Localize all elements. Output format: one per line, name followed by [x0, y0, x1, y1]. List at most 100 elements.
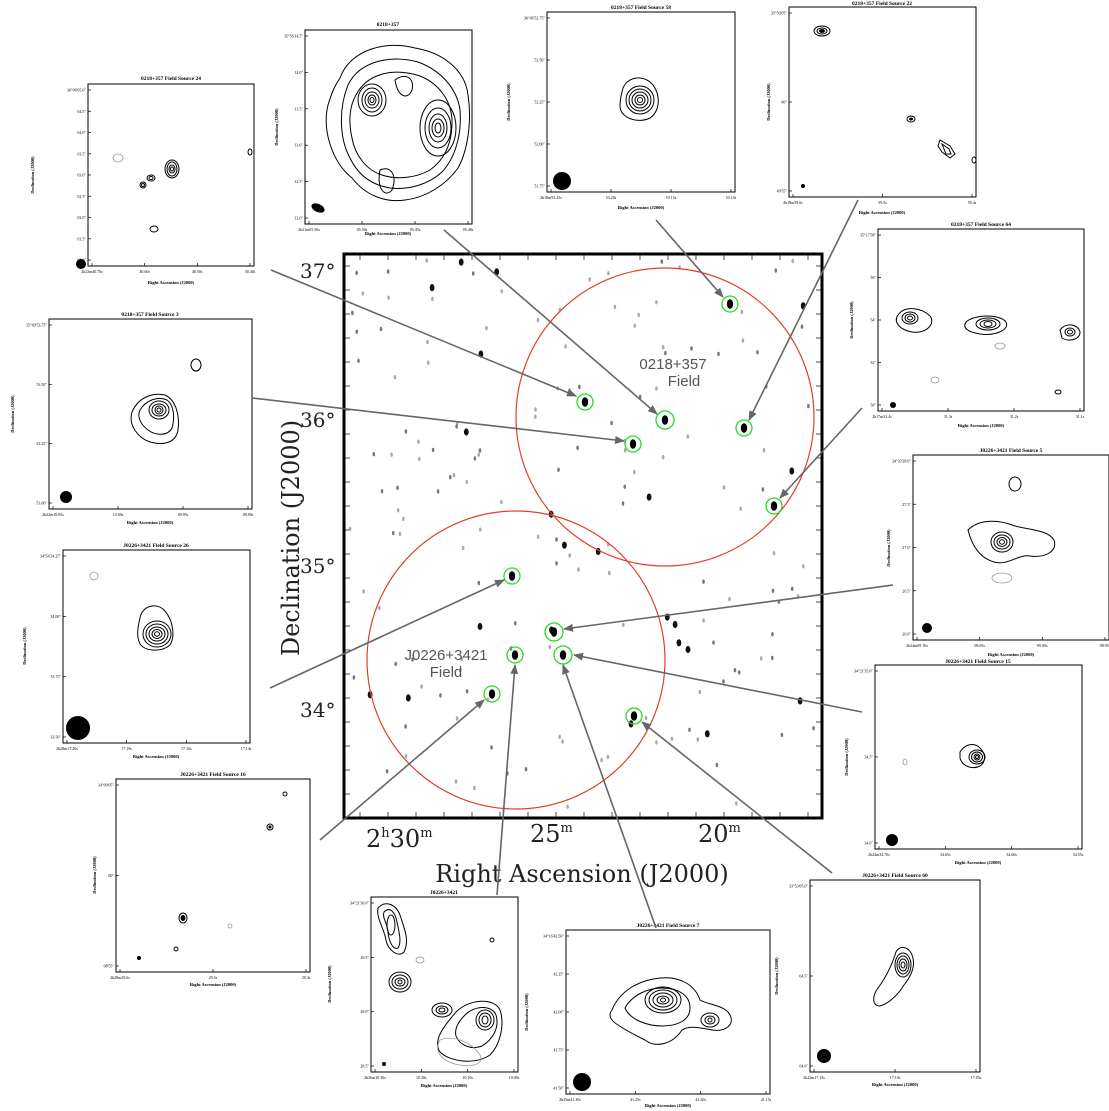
inset-y-tick-label: 49'55": [777, 189, 788, 194]
connector-arrow: [270, 269, 577, 397]
background-source: [562, 541, 567, 549]
background-source: [361, 291, 365, 296]
inset-y-tick-label: 04.0": [77, 130, 86, 135]
background-source: [685, 645, 691, 654]
source-marker[interactable]: [506, 646, 524, 664]
inset-y-tick-label: 26.0": [902, 632, 911, 637]
background-source: [655, 386, 658, 391]
background-source: [558, 734, 561, 740]
background-source: [578, 384, 581, 390]
background-source: [780, 732, 784, 738]
background-source: [655, 740, 658, 745]
inset-xlabel: Right Ascension (J2000): [872, 1082, 919, 1087]
background-source: [655, 300, 658, 305]
inset-x-tick-label: 2h22m17.15s: [803, 1075, 825, 1080]
background-source: [357, 358, 360, 363]
background-source: [379, 326, 383, 332]
inset-xlabel: Right Ascension (J2000): [645, 1103, 692, 1108]
inset-title: J0226+3421 Field Source 26: [123, 543, 189, 549]
inset-x-tick-label: 09.05s: [974, 643, 985, 648]
radio-source: [559, 650, 567, 660]
source-marker[interactable]: [503, 567, 521, 585]
inset-ylabel: Declination (J2000): [92, 856, 97, 894]
source-marker[interactable]: [655, 410, 675, 430]
background-source: [702, 579, 705, 584]
radio-source: [740, 423, 748, 433]
background-source: [557, 467, 560, 472]
background-source: [588, 277, 591, 282]
background-source: [610, 420, 613, 426]
background-source: [606, 754, 610, 760]
radio-source: [508, 571, 516, 581]
inset-xlabel: Right Ascension (J2000): [365, 231, 412, 236]
connector-arrow: [251, 397, 625, 444]
background-source: [396, 485, 399, 490]
source-marker[interactable]: [625, 707, 643, 725]
background-source: [420, 684, 423, 689]
inset-y-tick-label: 53.00": [36, 501, 47, 506]
background-source: [455, 424, 458, 429]
background-source: [461, 545, 465, 551]
inset-xlabel: Right Ascension (J2000): [988, 652, 1035, 657]
background-source: [536, 534, 540, 539]
background-source: [576, 445, 579, 450]
background-source: [800, 324, 804, 329]
contour-map: [890, 308, 1081, 408]
background-source: [429, 284, 435, 292]
field-label-j0226-line2: Field: [430, 664, 463, 681]
inset-title: 0218+357 Field Source 24: [141, 76, 201, 82]
inset-y-tick-label: 28.5": [360, 1064, 369, 1069]
inset-ylabel: Declination (J2000): [506, 83, 511, 121]
inset-y-tick-label: 34°54'34.25": [40, 554, 61, 559]
connector-arrow: [655, 219, 724, 298]
background-source: [431, 447, 435, 453]
source-marker[interactable]: [765, 497, 783, 515]
main-x-axis-label: Right Ascension (J2000): [435, 860, 729, 888]
background-source: [548, 644, 552, 650]
background-source: [660, 259, 664, 264]
inset-panels: 0218+357 Field Source 24 Right Ascension…: [10, 1, 1109, 1108]
inset-frame: [115, 778, 311, 973]
inset-y-tick-label: 34.00": [50, 614, 61, 619]
beam-ellipse: [553, 172, 571, 190]
inset-x-tick-label: 08.95s: [1100, 643, 1109, 648]
inset-y-tick-label: 00": [781, 100, 787, 105]
inset-x-tick-label: 10.00s: [509, 1075, 520, 1080]
source-marker[interactable]: [553, 645, 573, 665]
contour-map: [922, 476, 1056, 633]
source-marker[interactable]: [483, 685, 501, 703]
source-marker[interactable]: [735, 419, 753, 437]
inset-y-tick-label: 35°49'53.75": [26, 323, 47, 328]
source-marker[interactable]: [624, 435, 642, 453]
inset-title: 0218+357 Field Source 58: [611, 5, 671, 11]
source-marker[interactable]: [544, 622, 564, 642]
connector-arrow: [319, 699, 485, 841]
background-source: [404, 754, 408, 759]
inset-y-tick-label: 29.5": [360, 955, 369, 960]
background-source: [405, 694, 411, 702]
y-tick-label: 37°: [300, 259, 335, 283]
inset-xlabel: Right Ascension (J2000): [133, 754, 180, 759]
background-source: [459, 668, 462, 673]
inset-y-tick-label: 34°16'42.50": [543, 934, 564, 939]
inset-y-tick-label: 27.5": [902, 502, 911, 507]
background-source: [698, 689, 702, 695]
source-marker[interactable]: [576, 393, 594, 411]
inset-y-tick-label: 04.0": [799, 1064, 808, 1069]
inset-x-tick-label: 41.25s: [630, 1097, 641, 1102]
inset-y-tick-label: 52.25": [534, 100, 545, 105]
background-source: [426, 339, 429, 345]
inset-ylabel: Declination (J2000): [886, 529, 891, 567]
contour-map: [137, 791, 288, 960]
background-source: [380, 489, 384, 494]
inset-frame: [87, 83, 255, 267]
source-marker[interactable]: [721, 295, 739, 313]
background-source: [534, 414, 537, 419]
connector-arrow: [269, 579, 505, 689]
connector-arrow: [573, 652, 863, 713]
inset-y-tick-label: 03.0": [77, 173, 86, 178]
contour-map: [60, 358, 202, 503]
background-source: [534, 407, 537, 412]
inset-x-tick-label: 34.55s: [1073, 852, 1084, 857]
inset-x-tick-label: 10.20s: [416, 1075, 427, 1080]
